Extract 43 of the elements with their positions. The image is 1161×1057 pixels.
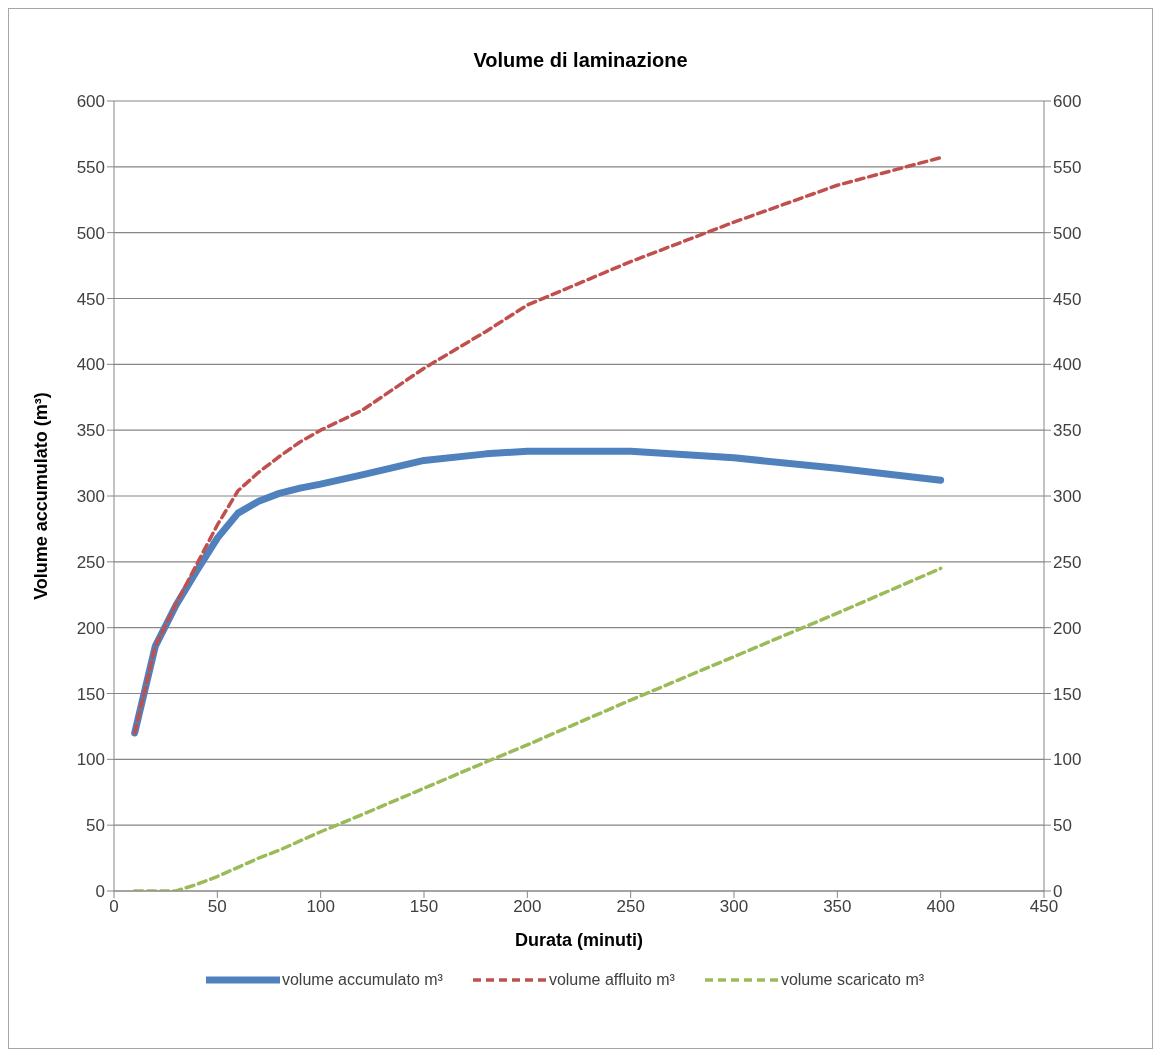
y2-tick-label: 350 [1053, 421, 1082, 441]
y-tick-label: 400 [76, 355, 105, 375]
y-tick-label: 350 [76, 421, 105, 441]
x-tick-label: 100 [306, 897, 335, 917]
x-tick-label: 250 [616, 897, 645, 917]
x-tick-label: 400 [926, 897, 955, 917]
line-series [132, 155, 943, 735]
y-tick-label: 0 [95, 882, 105, 902]
y2-tick-label: 600 [1053, 92, 1082, 112]
y-tick-label: 50 [86, 816, 105, 836]
x-tick-label: 0 [109, 897, 119, 917]
y-tick-label: 150 [76, 684, 105, 704]
x-tick-label: 300 [719, 897, 749, 917]
y2-tick-label: 450 [1053, 289, 1082, 309]
y2-tick-label: 200 [1053, 618, 1082, 638]
x-axis-title: Durata (minuti) [515, 930, 643, 950]
y2-tick-label: 50 [1053, 816, 1072, 836]
y2-tick-label: 550 [1053, 157, 1082, 177]
chart-title: Volume di laminazione [472, 49, 689, 72]
y-tick-label: 300 [76, 487, 105, 507]
y-tick-label: 550 [76, 157, 105, 177]
y-tick-label: 100 [76, 750, 105, 770]
line-series [132, 566, 943, 891]
y2-tick-label: 150 [1053, 684, 1082, 704]
x-tick-label: 50 [207, 897, 227, 917]
x-tick-label: 200 [513, 897, 542, 917]
y2-tick-label: 100 [1053, 750, 1082, 770]
y-tick-label: 450 [76, 289, 105, 309]
legend-label: volume affluito m³ [548, 971, 675, 989]
x-tick-label: 450 [1029, 897, 1059, 917]
y-tick-label: 250 [76, 552, 105, 572]
y-tick-label: 600 [76, 92, 105, 112]
legend-label: volume scaricato m³ [780, 971, 925, 989]
legend-label: volume accumulato m³ [281, 971, 443, 989]
y-axis-title: Volume accumulato (m³) [31, 392, 52, 600]
y2-tick-label: 400 [1053, 355, 1082, 375]
y2-tick-label: 500 [1053, 223, 1082, 243]
y2-tick-label: 250 [1053, 552, 1082, 572]
y-tick-label: 500 [76, 223, 105, 243]
x-tick-label: 150 [409, 897, 439, 917]
y-tick-label: 200 [76, 618, 105, 638]
y2-tick-label: 300 [1053, 487, 1082, 507]
x-tick-label: 350 [823, 897, 852, 917]
